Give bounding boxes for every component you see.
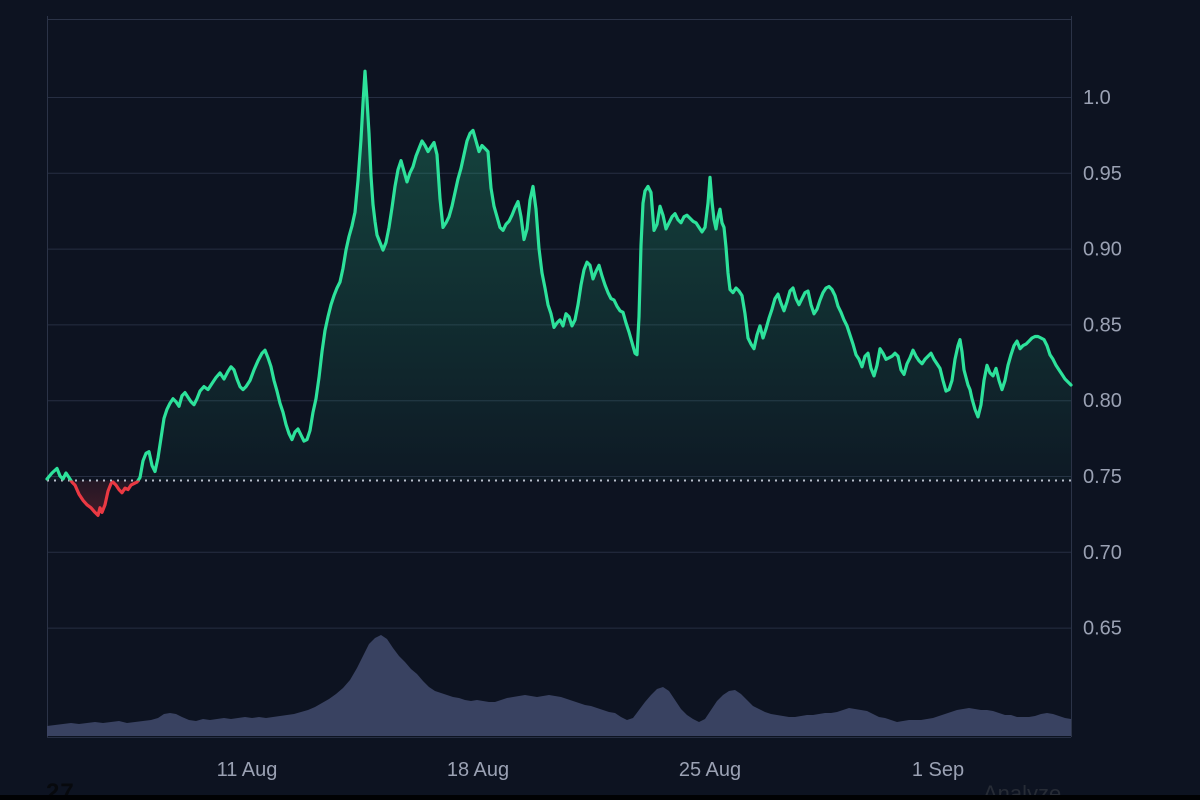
volume-area: [47, 635, 1071, 736]
x-axis-label: 18 Aug: [447, 759, 509, 781]
y-axis-label: 0.75: [1083, 466, 1122, 488]
y-axis-label: 1.0: [1083, 87, 1111, 109]
price-line-up: [45, 69, 1073, 481]
x-axis-label: 1 Sep: [912, 759, 964, 781]
x-axis-label: 25 Aug: [679, 759, 741, 781]
y-axis-label: 0.65: [1083, 618, 1122, 640]
footer-page-number: 27: [46, 779, 75, 800]
y-axis-label: 0.85: [1083, 314, 1122, 336]
y-axis-label: 0.70: [1083, 542, 1122, 564]
x-axis-label: 11 Aug: [217, 759, 278, 781]
y-axis-label: 0.95: [1083, 163, 1122, 185]
y-axis-label: 0.80: [1083, 390, 1122, 412]
bottom-black-strip: [0, 795, 1200, 800]
price-fill-below-baseline: [70, 480, 139, 516]
price-fill-above-baseline: [47, 71, 1071, 481]
y-axis-label: 0.90: [1083, 239, 1122, 261]
